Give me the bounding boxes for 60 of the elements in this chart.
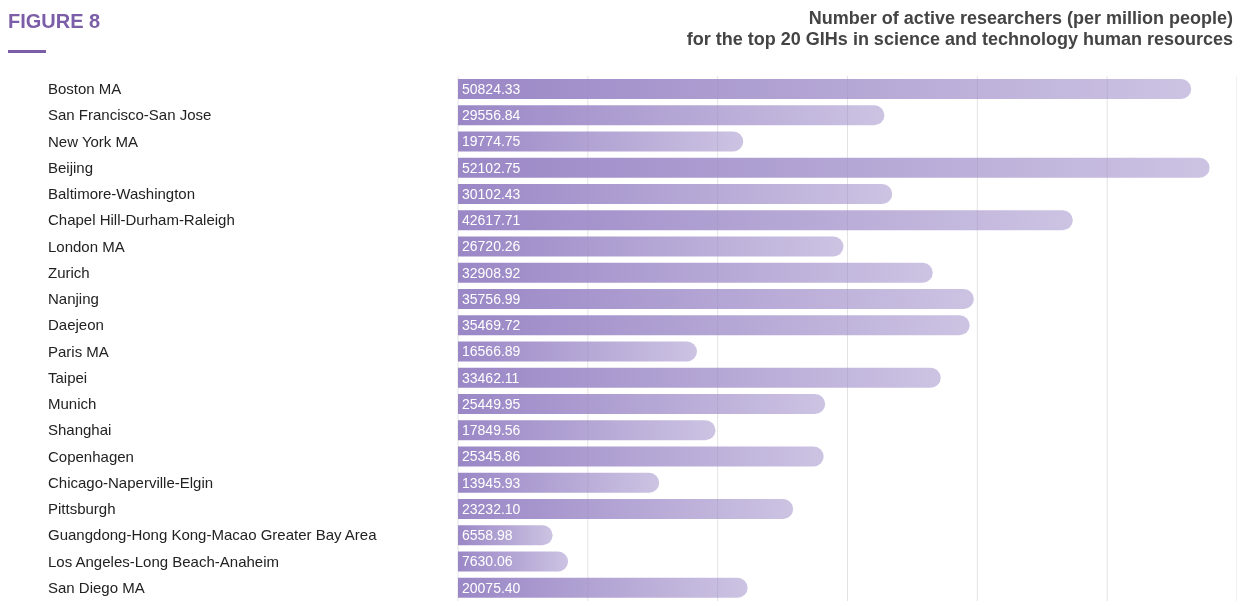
- data-label: 52102.75: [462, 159, 521, 176]
- bar: [458, 210, 1073, 231]
- data-label: 23232.10: [462, 500, 521, 517]
- y-tick-label: Nanjing: [48, 290, 99, 308]
- y-tick-label: Baltimore-Washington: [48, 185, 196, 203]
- data-label: 16566.89: [462, 343, 521, 360]
- bar: [458, 499, 794, 519]
- data-label: 32908.92: [462, 264, 521, 281]
- bar: [458, 105, 885, 126]
- y-tick-label: Chapel Hill-Durham-Raleigh: [48, 211, 235, 229]
- y-tick-label: Boston MA: [48, 80, 122, 98]
- data-label: 19774.75: [462, 133, 521, 150]
- y-tick-label: Munich: [48, 395, 97, 413]
- y-tick-label: Paris MA: [48, 342, 109, 360]
- y-tick-label: Daejeon: [48, 316, 104, 334]
- bar: [458, 446, 824, 467]
- bar: [458, 472, 660, 493]
- data-label: 13945.93: [462, 474, 521, 491]
- data-label: 25345.86: [462, 448, 521, 465]
- y-tick-label: Shanghai: [48, 421, 112, 439]
- data-label: 25449.95: [462, 395, 521, 412]
- bar: [458, 367, 941, 388]
- bar: [458, 341, 697, 362]
- bar: [458, 79, 1192, 99]
- y-tick-label: Beijing: [48, 158, 94, 176]
- bar: [458, 262, 933, 283]
- bar: [458, 131, 744, 152]
- bar: [458, 236, 844, 257]
- data-label: 29556.84: [462, 107, 521, 124]
- y-tick-label: Copenhagen: [48, 447, 134, 465]
- data-label: 42617.71: [462, 212, 521, 229]
- chart-title: Number of active researchers (per million people) for the top 20 GIHs in science and technology human resources: [686, 8, 1233, 50]
- data-label: 33462.11: [462, 369, 520, 386]
- data-label: 35469.72: [462, 317, 521, 334]
- data-label: 20075.40: [462, 579, 521, 596]
- y-tick-label: Pittsburgh: [48, 500, 116, 518]
- data-label: 30102.43: [462, 185, 521, 202]
- bar: [458, 394, 826, 414]
- bar: [458, 289, 974, 309]
- caption: FIGURE 8: [8, 10, 101, 33]
- bar: [458, 577, 748, 598]
- bar: [458, 420, 716, 441]
- bar: [458, 157, 1210, 178]
- y-tick-label: Guangdong-Hong Kong-Macao Greater Bay Area: [48, 526, 378, 544]
- y-tick-label: San Diego MA: [48, 578, 145, 596]
- data-label: 6558.98: [462, 527, 513, 544]
- y-tick-label: San Francisco-San Jose: [48, 106, 212, 124]
- data-label: 26720.26: [462, 238, 521, 255]
- y-tick-label: Los Angeles-Long Beach-Anaheim: [48, 552, 279, 570]
- data-label: 35756.99: [462, 290, 521, 307]
- data-label: 7630.06: [462, 553, 513, 570]
- y-tick-label: New York MA: [48, 132, 139, 150]
- bar: [458, 315, 970, 336]
- data-label: 50824.33: [462, 80, 521, 97]
- data-label: 17849.56: [462, 422, 521, 439]
- y-tick-label: London MA: [48, 237, 125, 255]
- y-tick-label: Taipei: [48, 368, 88, 386]
- y-tick-label: Chicago-Naperville-Elgin: [48, 473, 214, 491]
- y-tick-label: Zurich: [48, 263, 90, 281]
- bar: [458, 184, 893, 204]
